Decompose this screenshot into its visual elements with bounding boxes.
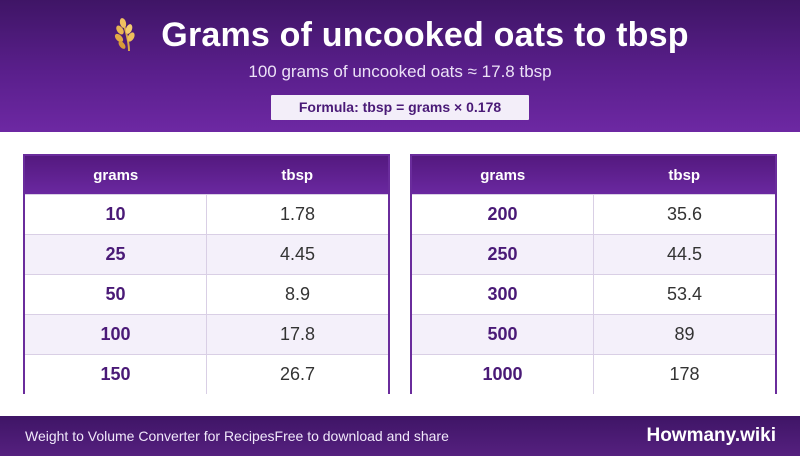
tbsp-cell: 178 [669, 364, 700, 384]
grams-cell: 300 [412, 275, 594, 314]
tbsp-cell: 4.45 [279, 244, 316, 264]
table-header: grams tbsp [412, 156, 775, 194]
table-row: 500 89 [412, 314, 775, 354]
footer-bar: Weight to Volume Converter for RecipesFr… [0, 416, 800, 456]
grams-cell: 200 [412, 195, 594, 234]
tbsp-cell: 44.5 [666, 244, 703, 264]
table-row: 50 8.9 [25, 274, 388, 314]
tbsp-cell: 26.7 [279, 364, 316, 384]
table-row: 150 26.7 [25, 354, 388, 394]
table-row: 25 4.45 [25, 234, 388, 274]
table-header: grams tbsp [25, 156, 388, 194]
table-row: 1000 178 [412, 354, 775, 394]
grams-cell: 25 [25, 235, 207, 274]
table-row: 10 1.78 [25, 194, 388, 234]
grams-cell: 100 [25, 315, 207, 354]
title-row: Grams of uncooked oats to tbsp [0, 14, 800, 56]
column-header-grams: grams [93, 166, 139, 184]
conversion-table-left: grams tbsp 10 1.78 25 4.45 50 8.9 100 17… [23, 154, 390, 394]
column-header-grams: grams [480, 166, 526, 184]
conversion-table-right: grams tbsp 200 35.6 250 44.5 300 53.4 50… [410, 154, 777, 394]
column-header-tbsp: tbsp [668, 166, 701, 184]
grams-cell: 50 [25, 275, 207, 314]
grams-cell: 500 [412, 315, 594, 354]
tbsp-cell: 35.6 [666, 204, 703, 224]
footer-tagline: Weight to Volume Converter for RecipesFr… [25, 428, 449, 444]
page-title: Grams of uncooked oats to tbsp [161, 15, 689, 54]
header-banner: Grams of uncooked oats to tbsp 100 grams… [0, 0, 800, 132]
formula-badge: Formula: tbsp = grams × 0.178 [271, 95, 529, 120]
tbsp-cell: 8.9 [284, 284, 311, 304]
grams-cell: 1000 [412, 355, 594, 394]
column-header-tbsp: tbsp [281, 166, 314, 184]
table-row: 250 44.5 [412, 234, 775, 274]
grams-cell: 150 [25, 355, 207, 394]
table-row: 200 35.6 [412, 194, 775, 234]
tbsp-cell: 17.8 [279, 324, 316, 344]
brand-link[interactable]: Howmany.wiki [646, 425, 776, 446]
table-row: 100 17.8 [25, 314, 388, 354]
tbsp-cell: 89 [674, 324, 695, 344]
oat-stalk-icon [115, 18, 135, 52]
grams-cell: 250 [412, 235, 594, 274]
tbsp-cell: 1.78 [279, 204, 316, 224]
grams-cell: 10 [25, 195, 207, 234]
subtitle: 100 grams of uncooked oats ≈ 17.8 tbsp [248, 62, 552, 81]
table-row: 300 53.4 [412, 274, 775, 314]
tbsp-cell: 53.4 [666, 284, 703, 304]
